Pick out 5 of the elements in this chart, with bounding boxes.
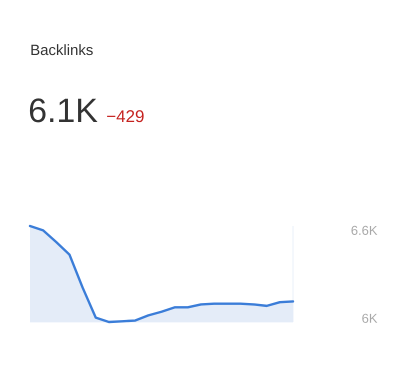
y-tick-label: 6K xyxy=(362,314,378,323)
chart-title: Backlinks xyxy=(31,44,93,56)
chart-subtitle: 6.1K xyxy=(30,98,98,122)
text: −429 xyxy=(107,110,144,122)
y-tick-label: 6.6K xyxy=(352,226,378,235)
